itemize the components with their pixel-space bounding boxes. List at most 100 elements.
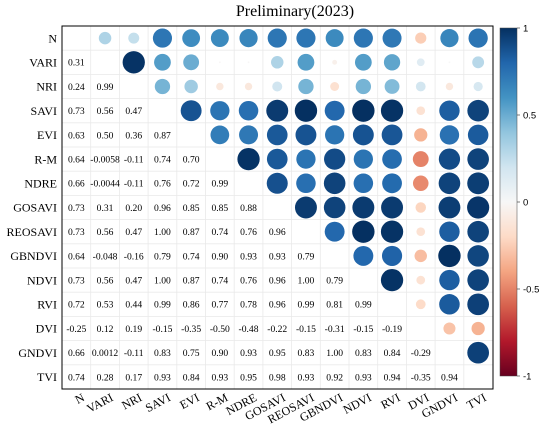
correlation-value: 1.00 (298, 276, 315, 287)
correlation-value: 0.0012 (92, 348, 119, 359)
correlation-circle (353, 28, 373, 48)
correlation-value: -0.35 (181, 324, 201, 335)
colorbar-tick-label: 0 (523, 197, 528, 208)
colorbar-tick-label: -0.5 (523, 284, 539, 295)
correlation-value: 0.93 (240, 251, 257, 262)
correlation-value: 0.74 (183, 251, 200, 262)
correlation-value: 0.84 (384, 348, 401, 359)
row-label: GOSAVI (13, 201, 57, 215)
correlation-circle (325, 29, 344, 48)
correlation-circle (183, 54, 200, 71)
correlation-circle (180, 100, 202, 122)
correlation-value: 0.44 (125, 300, 142, 311)
column-label: NRI (119, 390, 144, 412)
correlation-value: 0.24 (68, 82, 85, 93)
correlation-circle (467, 99, 489, 122)
correlation-circle (467, 341, 490, 364)
correlation-value: 0.90 (211, 348, 228, 359)
correlation-circle (382, 149, 402, 169)
correlation-value: 0.92 (326, 372, 343, 383)
correlation-circle (272, 81, 283, 92)
correlation-circle (414, 249, 427, 263)
correlation-circle (122, 51, 145, 74)
column-label: VARI (84, 390, 115, 415)
correlation-value: 0.83 (154, 348, 171, 359)
correlation-circle (443, 322, 456, 335)
correlation-value: 0.78 (240, 300, 257, 311)
correlation-circle (330, 82, 340, 91)
column-label: TVI (464, 390, 488, 412)
heatmap-grid (62, 26, 493, 389)
correlation-circle (383, 54, 401, 71)
correlation-circle (182, 29, 201, 47)
correlation-value: 0.56 (97, 227, 114, 238)
correlation-circle (355, 78, 372, 95)
correlation-circle (416, 58, 425, 67)
row-label: VARI (29, 56, 57, 70)
correlation-value: 0.86 (183, 300, 200, 311)
correlation-circle (415, 32, 427, 44)
correlation-circle (237, 147, 260, 171)
correlation-value: 0.17 (125, 372, 142, 383)
correlation-value: 0.64 (68, 251, 85, 262)
correlation-circle (414, 128, 428, 142)
correlation-circle (295, 124, 317, 146)
correlation-circle (352, 124, 374, 146)
correlation-value: 0.85 (183, 203, 200, 214)
correlation-value: 0.87 (183, 276, 200, 287)
correlation-value: -0.0044 (90, 179, 120, 190)
correlation-circle (354, 53, 372, 71)
correlation-circle (448, 61, 451, 64)
correlation-circle (247, 61, 250, 64)
correlation-circle (381, 196, 404, 219)
colorbar-gradient (499, 27, 518, 377)
correlation-circle (439, 125, 460, 145)
correlation-value: 0.20 (125, 203, 142, 214)
correlation-value: -0.50 (210, 324, 230, 335)
correlation-value: 0.99 (298, 300, 315, 311)
correlation-circle (271, 56, 284, 69)
correlation-circle (332, 59, 338, 65)
correlation-circle (382, 173, 402, 194)
correlation-circle (438, 148, 461, 170)
correlation-circle (244, 82, 253, 91)
correlation-circle (267, 28, 287, 48)
correlation-value: -0.0058 (90, 155, 120, 166)
row-label: NDVI (27, 273, 57, 287)
correlation-circle (353, 173, 374, 194)
column-label: EVI (177, 390, 201, 412)
correlation-value: 0.28 (97, 372, 114, 383)
correlation-circle (381, 245, 403, 266)
correlation-value: -0.11 (124, 348, 144, 359)
correlation-value: 0.83 (298, 348, 315, 359)
heatmap-marks: 0.31 0.24 0.99 0.73 0.56 0.47 0.63 0.50 0.36 0.87… (66, 28, 490, 383)
correlation-circle (294, 99, 318, 122)
correlation-value: 0.99 (211, 179, 228, 190)
correlation-value: 0.31 (97, 203, 114, 214)
colorbar-ticks: 1 0.5 0 -0.5 -1 (517, 23, 539, 382)
correlation-circle (415, 202, 426, 213)
row-label: N (48, 31, 57, 45)
correlation-value: 0.96 (269, 227, 286, 238)
correlation-circle (324, 221, 345, 242)
correlation-circle (266, 148, 288, 170)
row-label: EVI (37, 128, 57, 142)
correlation-value: 0.50 (97, 130, 114, 141)
correlation-circle (266, 124, 288, 146)
correlation-circle (381, 124, 403, 146)
column-label: RVI (378, 390, 402, 412)
plot-frame (61, 25, 494, 390)
correlation-value: 0.47 (125, 106, 142, 117)
correlation-value: -0.11 (124, 179, 144, 190)
correlation-circle (294, 196, 317, 219)
correlation-circle (324, 100, 345, 121)
correlation-circle (154, 53, 171, 71)
correlation-value: 0.74 (68, 372, 85, 383)
correlation-value: 0.99 (355, 300, 372, 311)
correlation-circle (467, 245, 489, 267)
colorbar-tick-label: -1 (523, 371, 531, 382)
correlation-value: -0.48 (239, 324, 259, 335)
correlation-circle (154, 78, 171, 95)
correlation-circle (467, 220, 489, 243)
